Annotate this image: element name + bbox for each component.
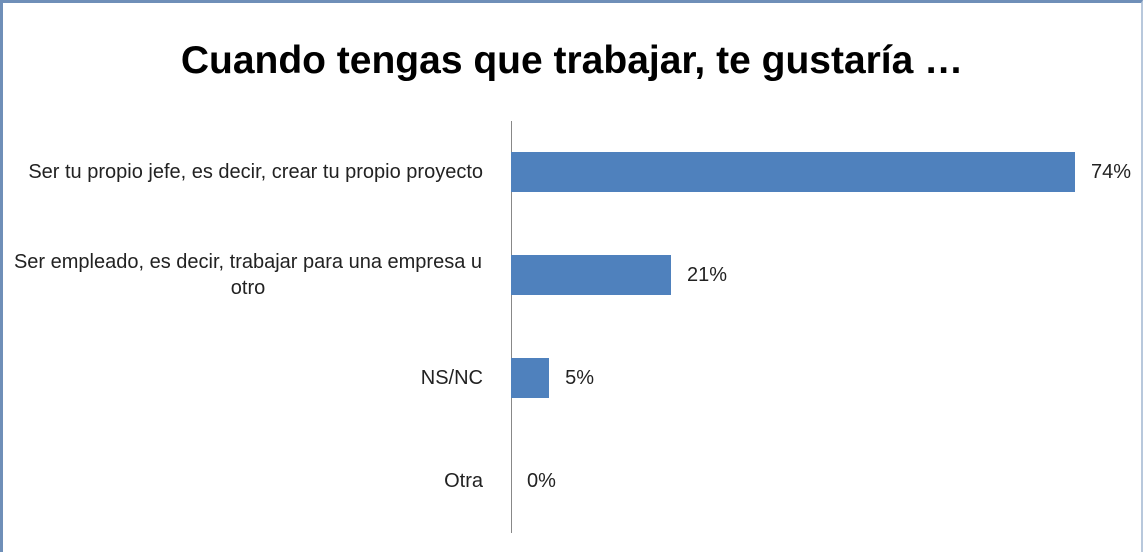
category-label-box: Otra: [13, 468, 483, 494]
category-label: Otra: [444, 470, 483, 492]
category-label: Ser tu propio jefe, es decir, crear tu p…: [28, 161, 483, 183]
bar: [511, 255, 672, 295]
category-label: NS/NC: [420, 367, 483, 389]
category-axis: [511, 121, 512, 533]
category-label-box: Ser empleado, es decir, trabajar para un…: [13, 249, 483, 301]
value-label: 5%: [565, 367, 594, 389]
value-label: 0%: [527, 470, 556, 492]
value-label: 21%: [687, 264, 728, 286]
category-label-box: NS/NC: [13, 365, 483, 391]
category-label: Ser empleado, es decir, trabajar para un…: [13, 251, 483, 299]
bar: [511, 358, 550, 398]
value-label: 74%: [1091, 161, 1132, 183]
category-label-box: Ser tu propio jefe, es decir, crear tu p…: [13, 159, 483, 185]
bar: [511, 152, 1075, 192]
chart-title: Cuando tengas que trabajar, te gustaría …: [180, 39, 964, 82]
